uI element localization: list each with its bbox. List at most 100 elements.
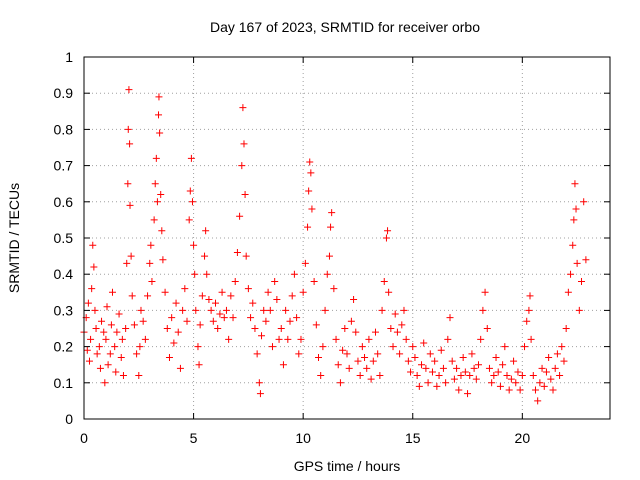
y-axis-label: SRMTID / TECUs (6, 183, 22, 293)
data-point (310, 277, 318, 285)
data-point (161, 288, 169, 296)
data-point (477, 335, 485, 343)
data-point (126, 140, 134, 148)
tick-labels-layer: 00.10.20.30.40.50.60.70.80.910 5 10 15 20 (54, 49, 531, 446)
x-tick-label: 20 (515, 430, 531, 446)
y-tick-label: 1 (65, 49, 73, 65)
y-tick-label: 0.7 (54, 158, 74, 174)
data-point (187, 154, 195, 162)
data-point (317, 372, 325, 380)
ticks-layer (83, 56, 610, 420)
data-point (176, 364, 184, 372)
grid-layer (84, 57, 610, 419)
data-point (455, 386, 463, 394)
data-point (260, 306, 268, 314)
data-point (198, 292, 206, 300)
data-point (336, 379, 344, 387)
data-point (124, 125, 132, 133)
data-point (457, 372, 465, 380)
data-point (444, 335, 452, 343)
data-point (483, 325, 491, 332)
data-point (547, 375, 555, 383)
data-point (415, 382, 423, 390)
data-point (227, 292, 235, 300)
data-point (570, 216, 578, 224)
data-point (356, 372, 364, 380)
data-point (273, 296, 281, 304)
data-point (573, 259, 581, 267)
data-point (239, 104, 247, 112)
data-point (435, 372, 443, 380)
data-point (398, 321, 406, 329)
data-point (158, 227, 166, 235)
data-point (350, 296, 358, 304)
data-point (328, 209, 336, 217)
data-point (89, 241, 97, 249)
data-point (141, 335, 149, 343)
y-tick-label: 0.1 (54, 375, 74, 391)
data-point (503, 372, 511, 380)
y-tick-label: 0.5 (54, 230, 74, 246)
data-point (147, 241, 155, 249)
data-point (536, 379, 544, 387)
data-point (418, 361, 426, 369)
data-point (431, 357, 439, 365)
data-point (534, 397, 542, 405)
data-point (130, 321, 138, 329)
data-point (312, 321, 320, 329)
data-point (575, 306, 583, 314)
data-point (286, 317, 294, 325)
data-point (354, 357, 362, 365)
data-point (135, 372, 143, 380)
y-tick-label: 0.4 (54, 266, 74, 282)
data-point (365, 335, 373, 343)
data-point (102, 335, 110, 343)
data-point (358, 343, 366, 351)
data-point (115, 310, 123, 318)
data-point (538, 364, 546, 372)
data-point (123, 259, 131, 267)
data-point (153, 198, 161, 206)
data-point (384, 227, 392, 235)
data-point (146, 259, 154, 267)
data-point (521, 343, 529, 351)
data-point (450, 375, 458, 383)
data-point (578, 277, 586, 285)
data-point (170, 339, 178, 347)
data-point (558, 343, 566, 351)
data-point (475, 361, 482, 369)
data-point (433, 382, 441, 390)
y-tick-label: 0 (65, 411, 73, 427)
data-point (91, 306, 99, 314)
data-point (172, 299, 180, 307)
data-point (453, 364, 461, 372)
data-point (152, 154, 160, 162)
data-point (293, 314, 301, 322)
x-tick-label: 5 (190, 430, 198, 446)
data-point (104, 361, 112, 369)
data-point (225, 335, 233, 343)
data-point (304, 223, 312, 231)
data-point (567, 270, 575, 278)
data-point (266, 306, 274, 314)
data-point (282, 306, 290, 314)
x-axis-label: GPS time / hours (294, 458, 401, 474)
data-point (207, 306, 215, 314)
data-point (439, 364, 447, 372)
data-point (332, 335, 340, 343)
data-point (88, 285, 96, 293)
y-tick-label: 0.6 (54, 194, 74, 210)
data-point (389, 343, 397, 351)
data-point (361, 353, 369, 361)
data-point (205, 296, 213, 304)
data-point (378, 306, 386, 314)
data-point (159, 256, 167, 264)
data-point (201, 252, 209, 260)
data-point (523, 317, 531, 325)
data-point (165, 353, 173, 361)
data-point (501, 343, 509, 351)
data-point (315, 353, 323, 361)
data-point (466, 372, 474, 380)
data-point (241, 191, 249, 199)
data-point (191, 270, 199, 278)
